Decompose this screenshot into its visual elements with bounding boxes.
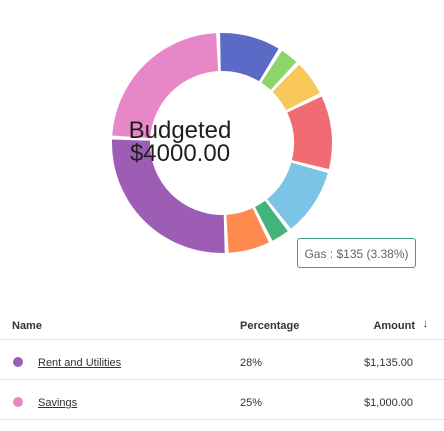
table-row: Savings 25% $1,000.00 <box>0 380 444 420</box>
donut-slice[interactable] <box>261 50 297 90</box>
donut-slice[interactable] <box>287 96 332 170</box>
column-header-percentage[interactable]: Percentage <box>240 320 300 332</box>
donut-chart <box>112 33 332 253</box>
category-link[interactable]: Savings <box>38 397 78 409</box>
percentage-value: 28% <box>240 357 263 369</box>
sort-descending-icon[interactable]: ↓ <box>422 318 429 330</box>
amount-value: $1,135.00 <box>364 357 413 369</box>
donut-slice[interactable] <box>255 200 288 241</box>
percentage-value: 25% <box>240 397 263 409</box>
legend-dot <box>13 357 23 367</box>
category-link[interactable]: Rent and Utilities <box>38 357 122 369</box>
amount-value: $1,000.00 <box>364 397 413 409</box>
table-header-row: Name Percentage Amount ↓ <box>0 300 444 340</box>
donut-slice[interactable] <box>112 139 225 253</box>
donut-slice[interactable] <box>226 208 269 253</box>
table-row: Rent and Utilities 28% $1,135.00 <box>0 340 444 380</box>
column-header-name[interactable]: Name <box>12 320 42 332</box>
donut-slice[interactable] <box>220 33 279 82</box>
center-value: $4000.00 <box>129 140 231 167</box>
budget-table: Name Percentage Amount ↓ Rent and Utilit… <box>0 300 444 420</box>
chart-tooltip: Gas : $135 (3.38%) <box>297 238 416 268</box>
center-title: Budgeted <box>128 117 232 144</box>
donut-chart-area: Budgeted $4000.00 Gas : $135 (3.38%) <box>112 33 416 268</box>
legend-dot <box>13 397 23 407</box>
donut-slice[interactable] <box>112 33 219 139</box>
donut-slice[interactable] <box>272 64 320 111</box>
column-header-amount[interactable]: Amount <box>373 320 415 332</box>
donut-slice[interactable] <box>267 162 328 229</box>
